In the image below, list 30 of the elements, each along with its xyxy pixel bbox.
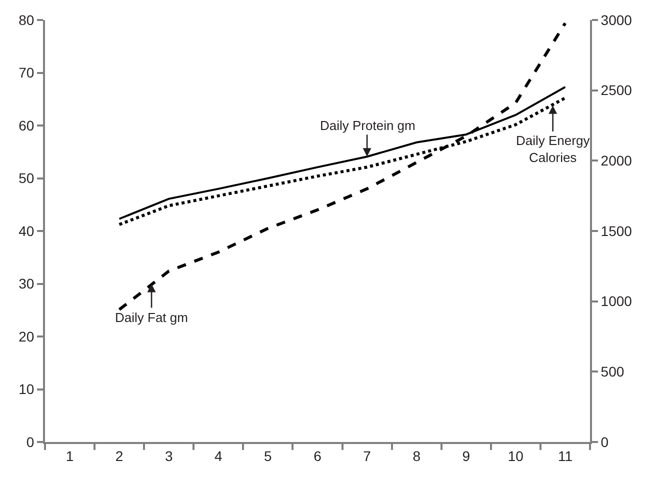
x-tick-label: 4: [214, 448, 223, 464]
y-tick-label: 60: [18, 117, 34, 134]
x-tick-label: 7: [363, 448, 372, 464]
y2-tick-label: 1000: [600, 293, 632, 310]
y-tick-label: 0: [26, 434, 34, 450]
x-tick-label: 10: [508, 448, 524, 464]
y-tick-label: 40: [18, 222, 34, 239]
y-tick-label: 50: [18, 170, 34, 186]
x-tick-label: 9: [462, 448, 470, 464]
annotation: Daily Fat gm: [115, 310, 188, 325]
y2-tick-label: 0: [600, 434, 609, 450]
y-tick-label: 30: [18, 276, 34, 292]
y2-tick-label: 2000: [600, 152, 632, 169]
y-tick-label: 70: [18, 64, 34, 81]
y2-tick-label: 2500: [600, 82, 632, 98]
x-tick-label: 2: [115, 448, 124, 464]
y-tick-label: 10: [18, 381, 34, 398]
y-tick-label: 20: [18, 328, 34, 344]
x-tick-label: 11: [558, 448, 573, 464]
y-tick-label: 80: [18, 12, 34, 28]
x-tick-label: 5: [264, 448, 272, 464]
y2-tick-label: 3000: [600, 12, 632, 28]
annotation: Daily Energy Calories: [516, 133, 590, 165]
x-tick-label: 8: [412, 448, 421, 464]
annotation: Daily Protein gm: [320, 118, 416, 133]
x-tick-label: 1: [66, 448, 74, 464]
y2-tick-label: 1500: [600, 222, 632, 239]
x-tick-label: 6: [314, 448, 322, 464]
x-tick-label: 3: [164, 448, 173, 464]
y2-tick-label: 500: [600, 364, 624, 380]
